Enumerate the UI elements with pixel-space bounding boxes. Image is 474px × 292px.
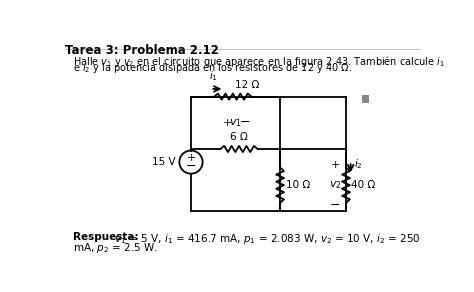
Text: $i_2$: $i_2$ [354, 157, 363, 171]
Text: 15 V: 15 V [152, 157, 175, 167]
Text: $v_1$ = 5 V, $i_1$ = 416.7 mA, $p_1$ = 2.083 W, $v_2$ = 10 V, $i_2$ = 250: $v_1$ = 5 V, $i_1$ = 416.7 mA, $p_1$ = 2… [111, 232, 421, 246]
Text: 40 Ω: 40 Ω [351, 180, 376, 190]
Text: Halle $v_1$ y $v_2$ en el circuito que aparece en la figura 2.43. También calcul: Halle $v_1$ y $v_2$ en el circuito que a… [73, 53, 445, 69]
Text: +: + [186, 153, 196, 163]
Text: Tarea 3: Problema 2.12: Tarea 3: Problema 2.12 [65, 44, 219, 57]
Text: Respuesta:: Respuesta: [73, 232, 139, 242]
Bar [362, 95, 369, 103]
Text: 12 Ω: 12 Ω [235, 80, 260, 90]
Text: $i_1$: $i_1$ [209, 69, 218, 83]
Text: $v_2$: $v_2$ [329, 179, 341, 191]
Text: $v_1$: $v_1$ [229, 117, 242, 129]
Text: −: − [240, 116, 250, 129]
Text: +: + [330, 160, 340, 170]
Text: mA, $p_2$ = 2.5 W.: mA, $p_2$ = 2.5 W. [73, 241, 158, 256]
Text: −: − [186, 160, 196, 173]
Text: 10 Ω: 10 Ω [285, 180, 310, 190]
Text: −: − [330, 199, 340, 212]
Text: +: + [223, 118, 233, 128]
Text: 6 Ω: 6 Ω [230, 132, 248, 142]
Text: e $i_2$ y la potencia disipada en los resistores de 12 y 40 Ω.: e $i_2$ y la potencia disipada en los re… [73, 61, 352, 75]
